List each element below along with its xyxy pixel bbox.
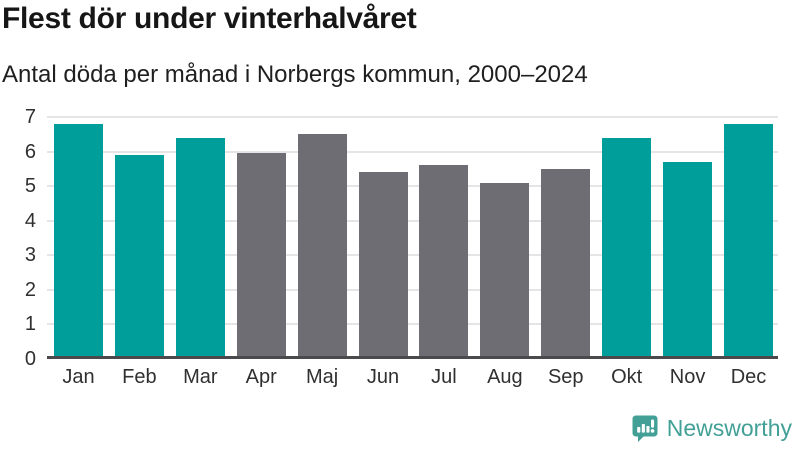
x-tick-label: Jan <box>62 366 95 388</box>
x-tick-label: Nov <box>669 366 706 388</box>
brand-footer: Newsworthy <box>631 414 792 443</box>
gridline <box>47 150 778 153</box>
gridline <box>47 254 778 257</box>
y-tick-label: 5 <box>24 175 36 198</box>
bar-jun <box>358 172 408 359</box>
gridline <box>47 185 778 188</box>
y-tick-label: 3 <box>24 244 36 267</box>
gridline <box>47 219 778 222</box>
bar-dec <box>724 123 773 359</box>
chart-title: Flest dör under vinterhalvåret <box>2 2 417 35</box>
x-axis: Jan Feb Mar Apr Maj Jun Jul Aug Sep Okt Nov Dec <box>0 366 800 396</box>
bar-feb <box>114 155 164 359</box>
bar-apr <box>236 153 286 359</box>
bar-sep <box>541 168 591 359</box>
gridline <box>47 288 778 291</box>
x-tick-label: Okt <box>611 366 643 388</box>
x-tick-label: Maj <box>306 366 339 388</box>
bar-mar <box>175 137 225 359</box>
bar-chart: 0 1 2 3 4 5 6 7 Jan Feb Mar Apr Maj Jun Jul Aug Sep Okt N… <box>0 106 800 400</box>
newsworthy-logo-icon <box>631 414 659 443</box>
y-axis: 0 1 2 3 4 5 6 7 <box>0 106 36 370</box>
y-tick-label: 0 <box>24 348 36 370</box>
bar-maj <box>297 134 347 359</box>
y-tick-label: 2 <box>24 278 36 301</box>
x-tick-label: Jun <box>366 366 400 388</box>
bar-jan <box>54 123 103 359</box>
gridline <box>47 116 778 118</box>
brand-name: Newsworthy <box>666 415 792 441</box>
x-axis-baseline <box>47 356 778 359</box>
x-tick-label: Aug <box>487 366 523 388</box>
x-tick-label: Feb <box>122 366 157 388</box>
bar-nov <box>663 161 713 359</box>
bar-jul <box>419 165 469 359</box>
x-tick-label: Mar <box>183 366 218 388</box>
y-tick-label: 7 <box>24 106 36 128</box>
x-tick-label: Apr <box>245 366 277 388</box>
y-tick-label: 1 <box>24 313 36 336</box>
y-tick-label: 6 <box>24 140 36 163</box>
x-tick-label: Sep <box>547 366 584 388</box>
plot-area <box>47 116 778 359</box>
bar-aug <box>480 182 530 359</box>
chart-subtitle: Antal döda per månad i Norbergs kommun, … <box>2 61 588 88</box>
x-tick-label: Dec <box>730 366 767 388</box>
gridline <box>47 323 778 326</box>
y-tick-label: 4 <box>24 209 36 232</box>
bar-okt <box>602 137 652 359</box>
x-tick-label: Jul <box>431 366 457 388</box>
